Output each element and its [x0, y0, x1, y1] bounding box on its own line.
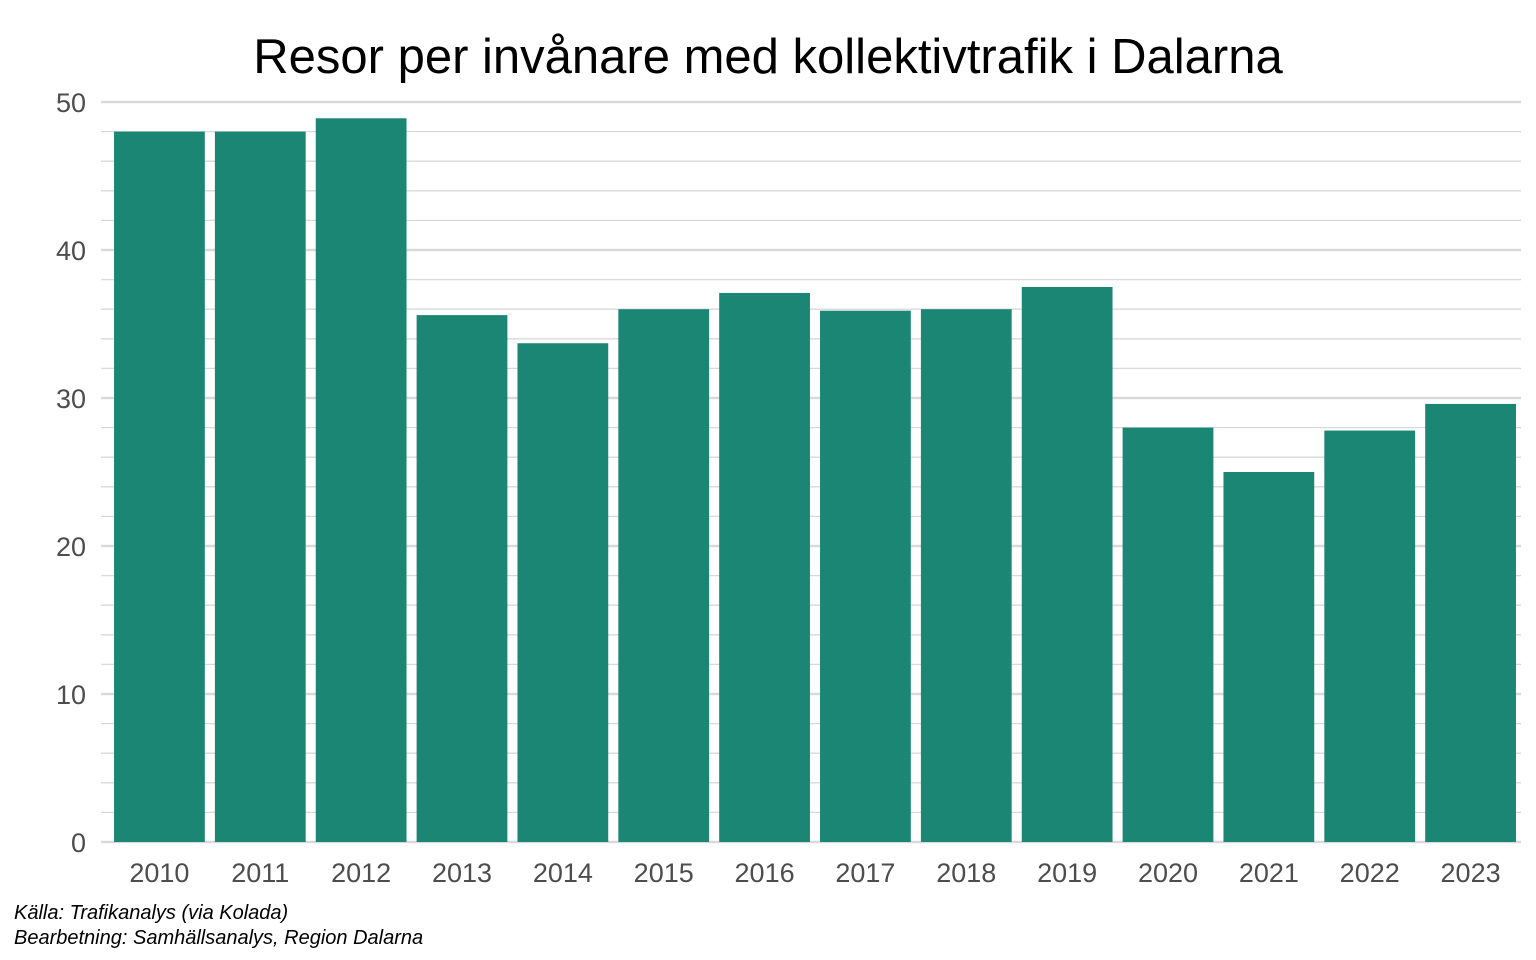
x-tick-label: 2020 [1138, 858, 1198, 888]
bar-2014 [517, 343, 609, 842]
chart-title: Resor per invånare med kollektivtrafik i… [253, 30, 1283, 84]
x-tick-label: 2018 [936, 858, 996, 888]
x-tick-label: 2014 [533, 858, 593, 888]
processing-caption: Bearbetning: Samhällsanalys, Region Dala… [14, 927, 424, 949]
bar-2013 [416, 315, 508, 842]
x-tick-label: 2010 [129, 858, 189, 888]
bar-2011 [214, 131, 306, 843]
x-tick-label: 2021 [1239, 858, 1299, 888]
bar-2010 [114, 131, 205, 843]
bar-2019 [1021, 287, 1113, 842]
source-caption: Källa: Trafikanalys (via Kolada) [14, 902, 289, 924]
x-tick-label: 2013 [432, 858, 492, 888]
x-tick-label: 2011 [231, 858, 289, 888]
y-tick-label: 10 [56, 680, 86, 710]
x-tick-label: 2019 [1037, 858, 1097, 888]
bar-2018 [920, 309, 1012, 842]
bars [114, 118, 1516, 843]
y-tick-label: 0 [71, 828, 86, 858]
bar-2016 [719, 292, 810, 842]
x-tick-label: 2016 [735, 858, 795, 888]
y-tick-label: 40 [56, 236, 86, 266]
x-tick-label: 2023 [1441, 858, 1501, 888]
bar-2021 [1223, 472, 1315, 842]
bar-2012 [315, 118, 407, 842]
x-tick-label: 2022 [1340, 858, 1400, 888]
bar-2022 [1324, 430, 1416, 842]
x-axis-tick-labels: 2010 2011 2012 2013 2014 2015 2016 2017 2018 2019… [129, 858, 1500, 888]
x-tick-label: 2017 [835, 858, 895, 888]
x-tick-label: 2015 [634, 858, 694, 888]
y-axis-tick-labels: 0 10 20 30 40 50 [56, 88, 86, 858]
bar-2017 [820, 310, 911, 842]
bar-2020 [1122, 427, 1214, 842]
y-tick-label: 50 [56, 88, 86, 118]
y-tick-label: 30 [56, 384, 86, 414]
x-tick-label: 2012 [331, 858, 391, 888]
bar-2015 [618, 309, 710, 842]
bar-2023 [1425, 403, 1516, 842]
y-tick-label: 20 [56, 532, 86, 562]
